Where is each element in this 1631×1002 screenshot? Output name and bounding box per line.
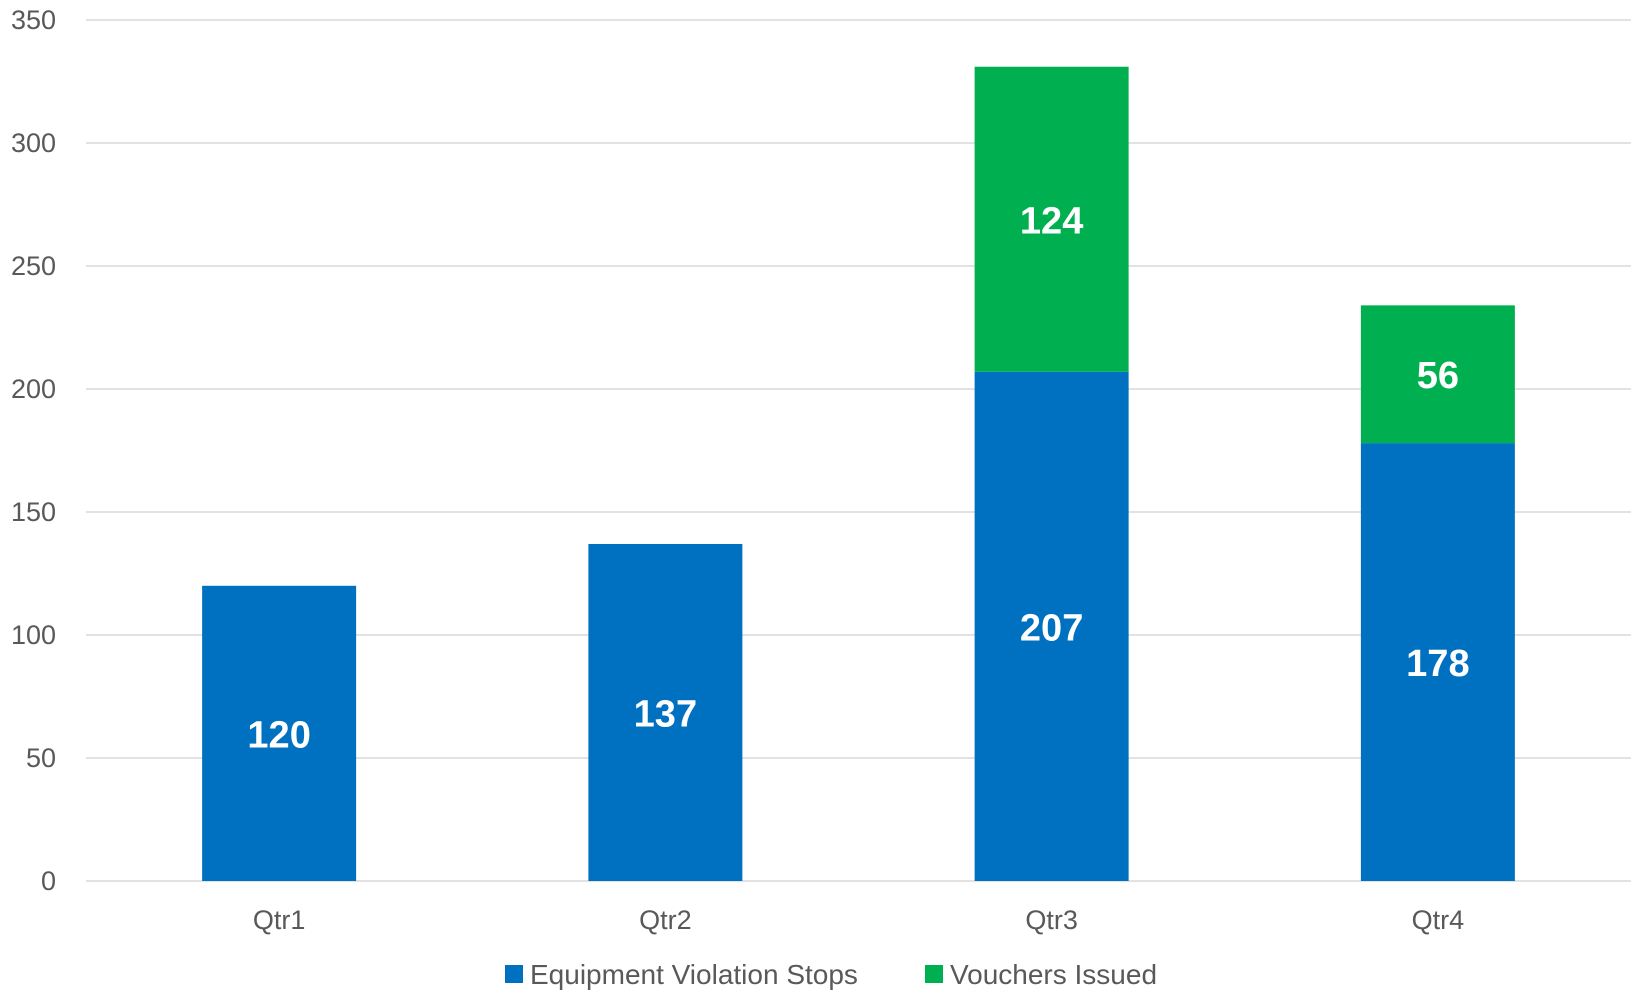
x-tick-label: Qtr3 xyxy=(1025,905,1078,935)
data-label: 120 xyxy=(247,714,310,756)
legend-item: Equipment Violation Stops xyxy=(505,959,858,990)
x-axis-tick-labels: Qtr1 Qtr2 Qtr3 Qtr4 xyxy=(253,905,1464,935)
x-tick-label: Qtr4 xyxy=(1412,905,1465,935)
data-label: 124 xyxy=(1020,200,1083,242)
bar-segment xyxy=(1360,305,1515,444)
y-tick-label: 50 xyxy=(26,743,56,773)
bar-segment xyxy=(202,585,357,881)
y-tick-label: 150 xyxy=(11,497,56,527)
y-tick-label: 350 xyxy=(11,5,56,35)
x-tick-label: Qtr1 xyxy=(253,905,306,935)
bar-segment xyxy=(1360,443,1515,881)
bar-segment xyxy=(974,371,1129,881)
legend-swatch xyxy=(925,965,943,983)
bars xyxy=(202,66,1515,881)
data-label: 56 xyxy=(1417,355,1459,397)
data-labels: 120 137 207 124 178 56 xyxy=(247,200,1469,756)
data-label: 137 xyxy=(634,693,697,735)
y-tick-label: 0 xyxy=(41,866,56,896)
bar-segment xyxy=(974,66,1129,372)
data-label: 178 xyxy=(1406,643,1469,685)
legend-label: Equipment Violation Stops xyxy=(530,959,858,990)
legend: Equipment Violation Stops Vouchers Issued xyxy=(505,959,1157,990)
legend-item: Vouchers Issued xyxy=(925,959,1157,990)
legend-label: Vouchers Issued xyxy=(950,959,1157,990)
y-tick-label: 300 xyxy=(11,128,56,158)
bar-segment xyxy=(588,543,743,881)
y-axis-tick-labels: 0 50 100 150 200 250 300 350 xyxy=(11,5,56,896)
legend-swatch xyxy=(505,965,523,983)
y-tick-label: 200 xyxy=(11,374,56,404)
data-label: 207 xyxy=(1020,607,1083,649)
y-tick-label: 250 xyxy=(11,251,56,281)
x-tick-label: Qtr2 xyxy=(639,905,692,935)
y-tick-label: 100 xyxy=(11,620,56,650)
